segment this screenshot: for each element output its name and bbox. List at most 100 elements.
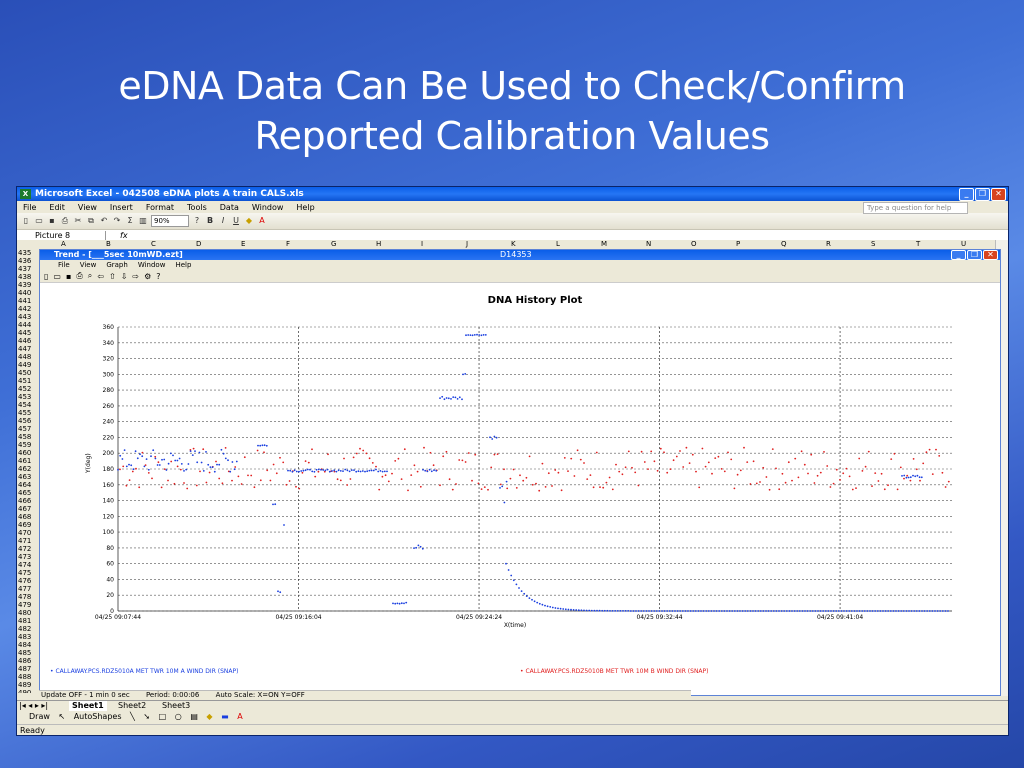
row-header[interactable]: 445 <box>18 329 32 337</box>
textbox-icon[interactable]: ▤ <box>190 712 198 721</box>
menu-item-file[interactable]: File <box>23 202 37 212</box>
row-header[interactable]: 474 <box>18 561 32 569</box>
left-arrow-icon[interactable]: ⇦ <box>97 271 104 281</box>
row-header[interactable]: 473 <box>18 553 32 561</box>
menu-item-help[interactable]: Help <box>296 202 315 212</box>
trend-menu-item-graph[interactable]: Graph <box>106 261 128 269</box>
menu-item-edit[interactable]: Edit <box>49 202 65 212</box>
row-header[interactable]: 466 <box>18 497 32 505</box>
right-arrow-icon[interactable]: ⇨ <box>132 271 140 281</box>
row-header[interactable]: 469 <box>18 521 32 529</box>
trend-close-button[interactable]: ✕ <box>983 250 998 260</box>
row-header[interactable]: 465 <box>18 489 32 497</box>
trend-menu-item-view[interactable]: View <box>79 261 97 269</box>
new-icon[interactable]: ▯ <box>23 216 29 225</box>
row-header[interactable]: 440 <box>18 289 32 297</box>
zoom-icon[interactable]: ⌕ <box>87 271 93 280</box>
autoshapes-menu[interactable]: AutoShapes <box>73 712 122 721</box>
save-icon[interactable]: ▪ <box>49 216 55 225</box>
column-header-f[interactable]: F <box>286 240 291 248</box>
row-header[interactable]: 472 <box>18 545 32 553</box>
row-header[interactable]: 484 <box>18 641 32 649</box>
row-header[interactable]: 479 <box>18 601 32 609</box>
row-header[interactable]: 438 <box>18 273 32 281</box>
row-header[interactable]: 455 <box>18 409 32 417</box>
column-header-i[interactable]: I <box>421 240 424 248</box>
row-header[interactable]: 457 <box>18 425 32 433</box>
sheet-tab-2[interactable]: Sheet2 <box>118 701 147 710</box>
row-header[interactable]: 453 <box>18 393 32 401</box>
minimize-button[interactable]: _ <box>959 188 974 201</box>
row-header[interactable]: 475 <box>18 569 32 577</box>
sheet-nav-icon[interactable]: |◂ ◂ ▸ ▸| <box>19 701 49 710</box>
row-header[interactable]: 480 <box>18 609 32 617</box>
open-icon[interactable]: ▭ <box>53 271 61 281</box>
row-header[interactable]: 449 <box>18 361 32 369</box>
trend-menu-item-help[interactable]: Help <box>175 261 192 269</box>
column-header-j[interactable]: J <box>466 240 469 248</box>
row-header[interactable]: 468 <box>18 513 32 521</box>
column-header-n[interactable]: N <box>646 240 652 248</box>
column-header-b[interactable]: B <box>106 240 111 248</box>
sheet-tab-1[interactable]: Sheet1 <box>69 701 107 711</box>
trend-menu-item-file[interactable]: File <box>58 261 70 269</box>
row-header[interactable]: 488 <box>18 673 32 681</box>
column-header-a[interactable]: A <box>61 240 66 248</box>
row-header[interactable]: 435 <box>18 249 32 257</box>
row-header[interactable]: 462 <box>18 465 32 473</box>
column-header-q[interactable]: Q <box>781 240 787 248</box>
column-header-s[interactable]: S <box>871 240 876 248</box>
draw-menu[interactable]: Draw <box>29 712 50 721</box>
column-header-p[interactable]: P <box>736 240 741 248</box>
trend-restore-button[interactable]: ❐ <box>967 250 982 260</box>
row-header[interactable]: 437 <box>18 265 32 273</box>
row-header[interactable]: 481 <box>18 617 32 625</box>
row-header[interactable]: 467 <box>18 505 32 513</box>
row-header[interactable]: 463 <box>18 473 32 481</box>
column-header-r[interactable]: R <box>826 240 831 248</box>
save-icon[interactable]: ▪ <box>65 271 72 281</box>
settings-icon[interactable]: ⚙ <box>144 271 152 281</box>
row-header[interactable]: 446 <box>18 337 32 345</box>
column-header-t[interactable]: T <box>916 240 921 248</box>
menu-item-format[interactable]: Format <box>145 202 175 212</box>
underline-icon[interactable]: U <box>233 216 239 225</box>
sum-icon[interactable]: Σ <box>127 216 133 225</box>
italic-icon[interactable]: I <box>221 216 225 225</box>
font-color-icon[interactable]: A <box>237 712 243 721</box>
undo-icon[interactable]: ↶ <box>100 216 108 225</box>
help-search-input[interactable]: Type a question for help <box>863 202 968 214</box>
row-header[interactable]: 459 <box>18 441 32 449</box>
row-header[interactable]: 436 <box>18 257 32 265</box>
down-arrow-icon[interactable]: ⇩ <box>120 271 128 281</box>
row-header[interactable]: 470 <box>18 529 32 537</box>
menu-item-window[interactable]: Window <box>251 202 284 212</box>
row-header[interactable]: 485 <box>18 649 32 657</box>
row-header[interactable]: 443 <box>18 313 32 321</box>
restore-button[interactable]: ❐ <box>975 188 990 201</box>
print-icon[interactable]: ⎙ <box>61 216 69 225</box>
select-icon[interactable]: ↖ <box>58 712 66 721</box>
chart-wizard-icon[interactable]: ▥ <box>139 216 147 225</box>
row-header[interactable]: 456 <box>18 417 32 425</box>
sheet-tab-3[interactable]: Sheet3 <box>162 701 191 710</box>
row-header[interactable]: 464 <box>18 481 32 489</box>
rectangle-icon[interactable]: □ <box>158 712 167 721</box>
column-header-g[interactable]: G <box>331 240 337 248</box>
column-header-d[interactable]: D <box>196 240 202 248</box>
fill-color-icon[interactable]: ◆ <box>245 216 253 225</box>
name-box[interactable]: Picture 8 <box>17 230 106 241</box>
column-header-o[interactable]: O <box>691 240 697 248</box>
row-header[interactable]: 441 <box>18 297 32 305</box>
zoom-select[interactable]: 90% <box>151 215 189 227</box>
row-header[interactable]: 454 <box>18 401 32 409</box>
menu-item-insert[interactable]: Insert <box>109 202 133 212</box>
new-icon[interactable]: ▯ <box>44 271 49 281</box>
line-color-icon[interactable]: ▬ <box>221 712 229 721</box>
column-header-m[interactable]: M <box>601 240 608 248</box>
row-header[interactable]: 460 <box>18 449 32 457</box>
trend-menu-item-window[interactable]: Window <box>137 261 166 269</box>
row-header[interactable]: 452 <box>18 385 32 393</box>
row-header[interactable]: 444 <box>18 321 32 329</box>
close-button[interactable]: ✕ <box>991 188 1006 201</box>
